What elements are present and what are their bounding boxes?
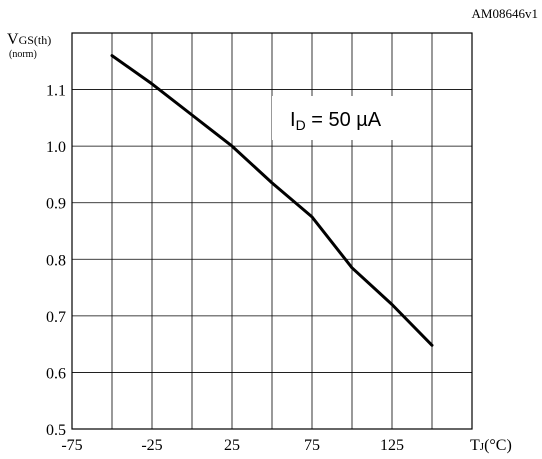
y-axis-label-sub: GS(th)	[19, 33, 52, 47]
x-axis-label-unit: (°C)	[484, 437, 512, 454]
y-axis-label: VGS(th)	[7, 31, 51, 48]
x-tick-label: -75	[61, 437, 82, 454]
y-tick-label: 1.0	[46, 139, 66, 156]
y-tick-label: 0.5	[46, 422, 66, 439]
y-tick-label: 0.8	[46, 252, 66, 269]
x-tick-label: -25	[141, 437, 162, 454]
grid	[72, 33, 472, 429]
annotation-bg	[272, 96, 426, 140]
plot-frame	[71, 32, 473, 430]
x-axis-label-main: T	[470, 437, 480, 454]
y-tick-label: 0.9	[46, 196, 66, 213]
y-tick-label: 0.6	[46, 365, 66, 382]
x-tick-label: 75	[304, 437, 320, 454]
x-tick-label: 125	[380, 437, 404, 454]
y-axis-label-main: V	[7, 31, 19, 48]
x-tick-labels: -75 -25 25 75 125	[61, 437, 404, 454]
y-tick-label: 1.1	[46, 83, 66, 100]
x-axis-label-sub: J	[480, 441, 485, 453]
annotation-main: I	[290, 109, 296, 131]
figure-id: AM08646v1	[472, 6, 538, 21]
annotation-sub: D	[296, 117, 306, 133]
y-tick-label: 0.7	[46, 309, 66, 326]
series	[110, 54, 434, 347]
annotation-label: ID = 50 µA	[290, 109, 382, 133]
y-axis-label-norm: (norm)	[9, 49, 37, 60]
x-tick-label: 25	[224, 437, 240, 454]
y-tick-labels: 0.5 0.6 0.7 0.8 0.9 1.0 1.1	[46, 83, 66, 439]
x-axis-label: TJ(°C)	[470, 437, 512, 454]
annotation-rest: = 50 µA	[306, 109, 382, 131]
series-line	[110, 54, 434, 347]
